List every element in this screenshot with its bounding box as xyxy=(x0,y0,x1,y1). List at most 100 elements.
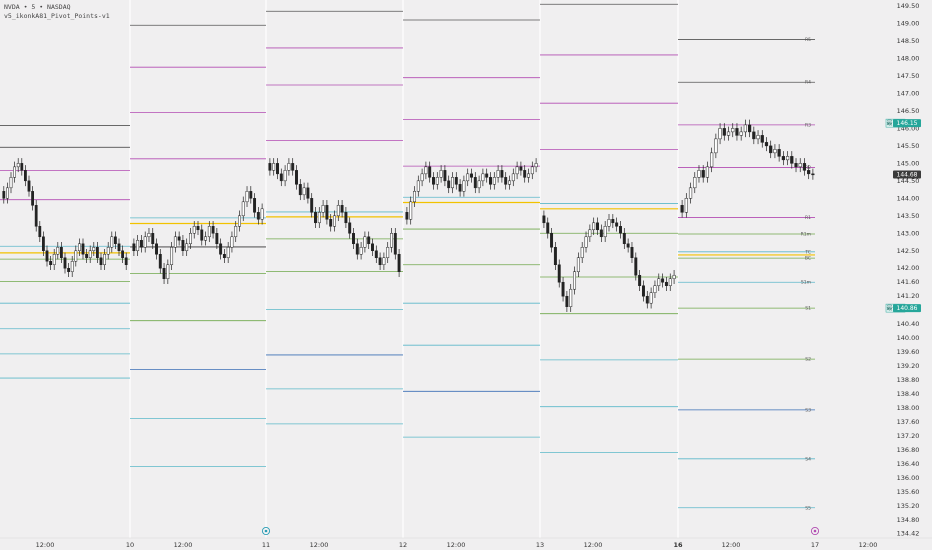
candle-body[interactable] xyxy=(219,243,223,255)
candle-body[interactable] xyxy=(348,222,352,234)
candle-body[interactable] xyxy=(106,247,110,255)
candle-body[interactable] xyxy=(802,163,807,171)
candle-body[interactable] xyxy=(204,236,207,241)
candle-body[interactable] xyxy=(553,247,557,265)
candle-body[interactable] xyxy=(166,264,170,279)
candle-body[interactable] xyxy=(527,173,530,178)
candle-body[interactable] xyxy=(329,219,333,227)
candle-body[interactable] xyxy=(27,180,31,192)
candle-body[interactable] xyxy=(340,205,344,213)
candle-body[interactable] xyxy=(405,212,409,220)
candle-body[interactable] xyxy=(748,124,752,133)
candle-body[interactable] xyxy=(697,170,701,178)
candle-body[interactable] xyxy=(185,243,189,252)
candle-body[interactable] xyxy=(325,205,329,220)
candle-body[interactable] xyxy=(234,226,238,238)
candle-body[interactable] xyxy=(596,222,599,231)
candle-body[interactable] xyxy=(256,212,260,220)
candle-body[interactable] xyxy=(215,233,219,245)
candle-body[interactable] xyxy=(276,163,279,175)
candle-body[interactable] xyxy=(196,226,200,231)
candle-body[interactable] xyxy=(481,173,485,182)
candle-body[interactable] xyxy=(542,215,546,224)
candle-body[interactable] xyxy=(67,267,71,272)
candle-body[interactable] xyxy=(88,250,92,259)
candle-body[interactable] xyxy=(435,177,439,185)
candle-body[interactable] xyxy=(241,201,245,217)
candle-body[interactable] xyxy=(470,173,473,178)
candle-body[interactable] xyxy=(20,163,24,171)
candle-body[interactable] xyxy=(790,156,794,164)
candle-body[interactable] xyxy=(9,177,13,189)
candle-body[interactable] xyxy=(56,247,60,255)
candle-body[interactable] xyxy=(645,295,649,304)
candle-body[interactable] xyxy=(45,250,49,262)
candle-body[interactable] xyxy=(550,233,554,248)
candle-body[interactable] xyxy=(630,247,634,259)
candle-body[interactable] xyxy=(530,166,534,175)
candle-body[interactable] xyxy=(393,233,397,255)
candle-body[interactable] xyxy=(739,131,743,136)
candle-body[interactable] xyxy=(641,285,645,297)
candle-body[interactable] xyxy=(333,215,336,227)
candle-body[interactable] xyxy=(371,243,374,252)
candle-body[interactable] xyxy=(155,243,158,255)
candle-body[interactable] xyxy=(92,247,96,252)
candle-body[interactable] xyxy=(511,173,515,182)
candle-body[interactable] xyxy=(344,212,348,224)
candle-body[interactable] xyxy=(777,149,781,157)
candle-body[interactable] xyxy=(192,226,196,234)
candle-body[interactable] xyxy=(622,233,626,245)
candle-body[interactable] xyxy=(99,257,103,265)
candle-body[interactable] xyxy=(672,274,676,279)
candle-body[interactable] xyxy=(626,243,630,248)
candle-body[interactable] xyxy=(439,170,443,178)
candle-body[interactable] xyxy=(268,163,272,171)
candle-body[interactable] xyxy=(752,131,756,140)
candle-body[interactable] xyxy=(302,187,306,196)
candle-body[interactable] xyxy=(693,177,697,189)
candle-body[interactable] xyxy=(295,170,298,185)
candle-body[interactable] xyxy=(158,254,162,269)
candle-body[interactable] xyxy=(785,156,790,161)
candle-body[interactable] xyxy=(374,250,378,259)
candle-body[interactable] xyxy=(70,261,74,272)
candle-body[interactable] xyxy=(664,281,668,286)
candle-body[interactable] xyxy=(189,233,192,245)
candle-body[interactable] xyxy=(565,295,569,307)
candle-body[interactable] xyxy=(451,177,454,189)
candle-body[interactable] xyxy=(731,128,735,133)
candle-body[interactable] xyxy=(714,138,718,154)
candle-body[interactable] xyxy=(147,233,151,238)
candle-body[interactable] xyxy=(310,198,314,213)
candle-body[interactable] xyxy=(363,236,367,248)
candle-body[interactable] xyxy=(382,257,386,265)
candle-body[interactable] xyxy=(523,170,527,178)
candle-body[interactable] xyxy=(367,236,371,245)
candle-body[interactable] xyxy=(397,254,401,272)
candle-body[interactable] xyxy=(77,243,81,252)
candle-body[interactable] xyxy=(638,274,642,286)
candle-body[interactable] xyxy=(634,257,638,276)
candle-body[interactable] xyxy=(701,170,705,178)
candle-body[interactable] xyxy=(588,229,592,238)
candle-body[interactable] xyxy=(181,240,185,252)
candle-body[interactable] xyxy=(355,243,359,255)
candle-body[interactable] xyxy=(760,135,764,143)
candle-body[interactable] xyxy=(59,247,63,259)
candle-body[interactable] xyxy=(74,250,78,262)
candle-body[interactable] xyxy=(599,229,603,238)
candle-body[interactable] xyxy=(5,187,9,199)
candle-body[interactable] xyxy=(95,247,99,259)
candle-body[interactable] xyxy=(534,163,538,168)
candle-body[interactable] xyxy=(557,264,561,283)
candle-body[interactable] xyxy=(653,285,657,293)
candle-body[interactable] xyxy=(390,233,393,248)
event-marker-icon[interactable] xyxy=(261,526,271,536)
candle-body[interactable] xyxy=(710,152,714,168)
candle-body[interactable] xyxy=(794,163,798,168)
candle-body[interactable] xyxy=(151,233,155,245)
candle-body[interactable] xyxy=(603,226,607,238)
candle-body[interactable] xyxy=(668,278,672,286)
